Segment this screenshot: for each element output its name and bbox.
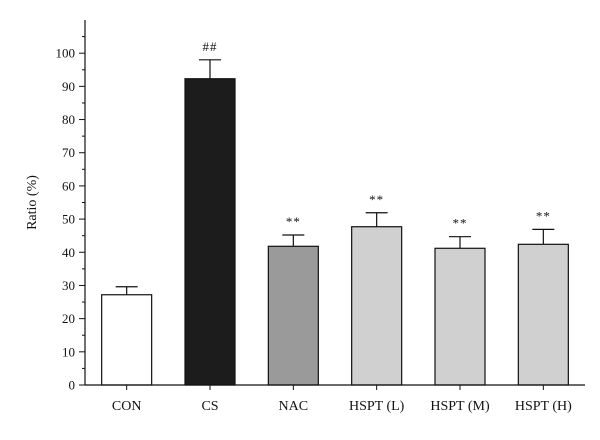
bar-5 (517, 243, 569, 386)
bar-4 (434, 247, 486, 386)
significance-label: ** (369, 192, 384, 207)
bars (101, 78, 569, 386)
x-tick-label: HSPT (L) (349, 399, 405, 414)
x-tick-label: CON (112, 399, 142, 414)
bar-1 (184, 78, 236, 386)
y-tick-label: 20 (62, 311, 75, 326)
significance-label: ** (536, 208, 551, 223)
significance-label: ** (286, 214, 301, 229)
y-tick-label: 0 (69, 378, 76, 393)
x-tick-label: NAC (279, 399, 309, 414)
y-tick-label: 10 (62, 344, 75, 359)
significance-label: ## (203, 39, 218, 54)
x-tick-label: HSPT (H) (515, 399, 572, 414)
x-tick-label: HSPT (M) (430, 399, 490, 414)
bar-2 (267, 245, 319, 386)
y-axis-title: Ratio (%) (25, 175, 40, 230)
x-axis-labels: CON CS NAC HSPT (L) HSPT (M) HSPT (H) (112, 385, 572, 414)
y-tick-label: 100 (56, 46, 76, 61)
x-tick-label: CS (201, 399, 218, 414)
y-tick-label: 30 (62, 278, 75, 293)
bar-0 (101, 294, 153, 386)
y-tick-label: 80 (62, 112, 75, 127)
y-tick-label: 70 (62, 145, 75, 160)
y-axis-ticks: 0 10 20 30 40 50 60 70 80 90 100 (56, 36, 85, 393)
significance-label: ** (453, 216, 468, 231)
y-tick-label: 60 (62, 178, 75, 193)
significance-annotations: ## ** ** ** ** (203, 39, 551, 231)
bar-3 (351, 226, 403, 386)
error-bars (115, 59, 555, 295)
y-tick-label: 40 (62, 245, 75, 260)
y-tick-label: 50 (62, 212, 75, 227)
y-tick-label: 90 (62, 79, 75, 94)
